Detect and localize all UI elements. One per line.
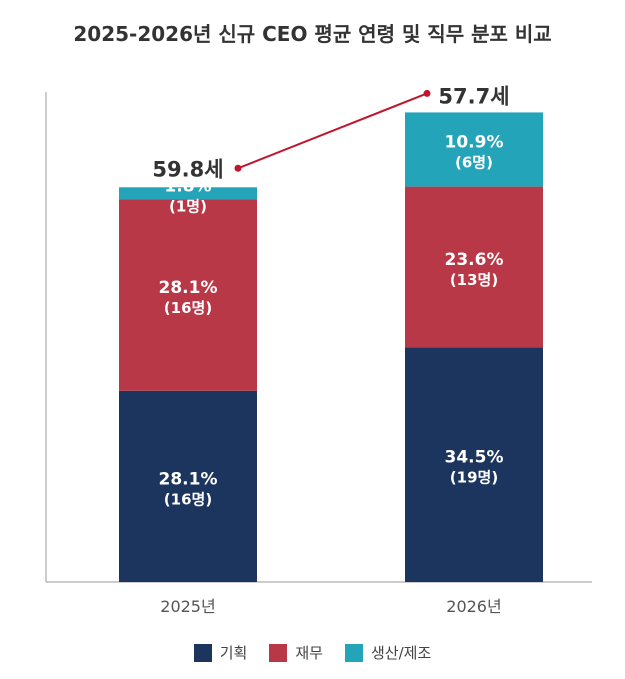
data-label-percent-finance-1: 28.1% bbox=[159, 278, 218, 298]
bar-segment-production-2 bbox=[405, 112, 543, 187]
bars bbox=[119, 112, 543, 582]
average-age-label-1: 59.8세 bbox=[152, 157, 223, 181]
bar-segment-finance-2 bbox=[405, 186, 543, 348]
legend-label-planning: 기획 bbox=[219, 644, 248, 662]
bar-segment-production-1 bbox=[119, 187, 257, 200]
bar-labels: 28.1%(16명)28.1%(16명)1.8%(1명)34.5%(19명)23… bbox=[159, 133, 504, 509]
x-tick-label-1: 2025년 bbox=[160, 597, 215, 616]
bar-segment-planning-2 bbox=[405, 347, 543, 582]
data-label-count-finance-1: (16명) bbox=[164, 299, 212, 317]
data-label-count-finance-2: (13명) bbox=[450, 271, 498, 289]
data-label-percent-production-1: 1.8% bbox=[164, 176, 211, 196]
data-label-percent-planning-2: 34.5% bbox=[445, 448, 504, 468]
legend-item-production: 생산/제조 bbox=[344, 642, 432, 663]
average-age-point-2 bbox=[423, 89, 431, 97]
chart-title: 2025-2026년 신규 CEO 평균 연령 및 직무 분포 비교 bbox=[73, 22, 552, 46]
data-label-count-planning-2: (19명) bbox=[450, 469, 498, 487]
average-age-connector bbox=[237, 92, 428, 170]
legend-label-production: 생산/제조 bbox=[370, 644, 432, 662]
legend-swatch-planning bbox=[193, 643, 212, 662]
average-age-label-2: 57.7세 bbox=[438, 84, 509, 108]
data-label-count-production-2: (6명) bbox=[455, 154, 493, 172]
legend-swatch-production bbox=[344, 643, 363, 662]
legend-label-finance: 재무 bbox=[295, 644, 323, 662]
legend-item-planning: 기획 bbox=[193, 642, 248, 663]
average-age-point-1 bbox=[234, 164, 242, 172]
x-tick-labels: 2025년 2026년 bbox=[160, 597, 501, 616]
data-label-percent-planning-1: 28.1% bbox=[159, 469, 218, 489]
x-tick-label-2: 2026년 bbox=[446, 597, 501, 616]
stacked-bar-chart: 28.1%(16명)28.1%(16명)1.8%(1명)34.5%(19명)23… bbox=[45, 84, 592, 616]
data-label-count-production-1: (1명) bbox=[169, 197, 207, 215]
data-label-count-planning-1: (16명) bbox=[164, 490, 212, 508]
bar-segment-planning-1 bbox=[119, 390, 257, 582]
legend: 기획 재무 생산/제조 bbox=[0, 642, 625, 663]
data-label-percent-production-2: 10.9% bbox=[445, 133, 504, 153]
legend-item-finance: 재무 bbox=[269, 642, 323, 663]
average-age-line: 59.8세 57.7세 bbox=[152, 84, 509, 181]
data-label-percent-finance-2: 23.6% bbox=[445, 250, 504, 270]
bar-segment-finance-1 bbox=[119, 199, 257, 391]
legend-swatch-finance bbox=[269, 643, 288, 662]
